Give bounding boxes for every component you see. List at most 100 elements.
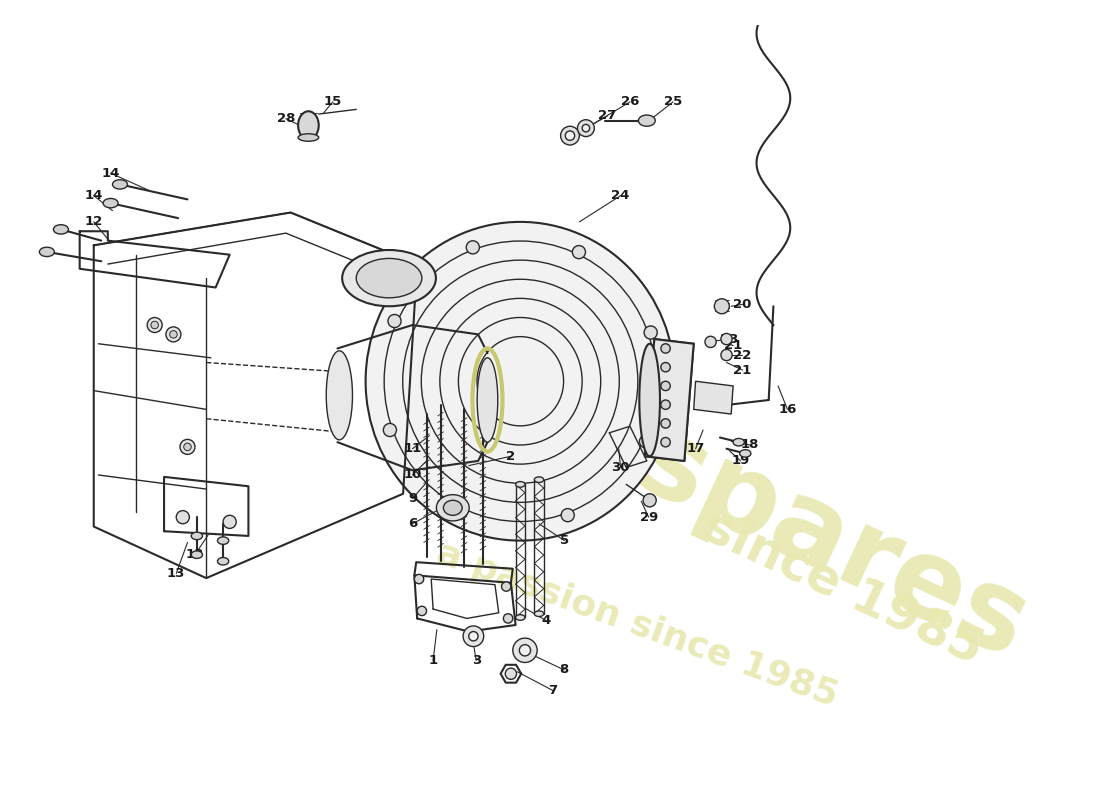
Circle shape [176,510,189,524]
Text: 13: 13 [167,567,186,580]
Circle shape [572,246,585,258]
Circle shape [151,322,158,329]
Circle shape [705,336,716,347]
Circle shape [180,439,195,454]
Text: 9: 9 [408,492,417,505]
Circle shape [463,626,484,646]
Ellipse shape [327,350,352,440]
Text: 17: 17 [686,442,705,455]
Circle shape [661,344,670,353]
Circle shape [720,350,733,361]
Ellipse shape [218,558,229,565]
Circle shape [469,631,478,641]
Text: 3: 3 [472,654,481,667]
Text: 1: 1 [429,654,438,667]
Circle shape [661,400,670,410]
Circle shape [415,574,424,584]
Ellipse shape [516,482,525,487]
Text: 6: 6 [408,518,417,530]
Ellipse shape [342,250,436,306]
Text: 15: 15 [323,95,342,108]
Ellipse shape [516,614,525,620]
Text: 18: 18 [740,438,759,451]
Ellipse shape [443,500,462,515]
Text: 5: 5 [560,534,569,547]
Ellipse shape [365,222,675,541]
Polygon shape [694,382,733,414]
Text: 24: 24 [612,189,630,202]
Circle shape [645,326,657,339]
Circle shape [661,382,670,390]
Ellipse shape [40,247,54,257]
Circle shape [147,318,162,333]
Circle shape [644,494,657,507]
Text: 25: 25 [664,95,682,108]
Circle shape [578,120,594,137]
Text: 14: 14 [85,189,103,202]
Circle shape [561,509,574,522]
Circle shape [720,334,733,345]
Text: 30: 30 [612,461,630,474]
Text: 10: 10 [404,469,421,482]
Ellipse shape [298,111,319,139]
Circle shape [504,614,513,623]
Ellipse shape [356,258,421,298]
Text: 27: 27 [598,110,617,122]
Ellipse shape [733,438,745,446]
Circle shape [502,582,510,591]
Ellipse shape [535,611,543,617]
Circle shape [388,314,401,327]
Text: 8: 8 [560,663,569,677]
Text: 28: 28 [277,112,295,126]
Circle shape [169,330,177,338]
Text: 12: 12 [85,215,103,228]
Circle shape [561,126,580,145]
Text: 14: 14 [101,166,120,180]
Text: 4: 4 [541,614,550,626]
Circle shape [661,438,670,447]
Text: 22: 22 [734,349,751,362]
Ellipse shape [103,198,118,208]
Circle shape [565,131,574,140]
Ellipse shape [639,344,660,456]
Ellipse shape [191,532,202,540]
Circle shape [466,241,480,254]
Circle shape [417,606,427,616]
Circle shape [383,423,396,437]
Circle shape [714,298,729,314]
Text: since 1985: since 1985 [696,502,991,674]
Text: 16: 16 [779,403,796,416]
Text: 21: 21 [724,339,743,352]
Circle shape [505,668,517,679]
Ellipse shape [112,180,128,189]
Text: 2: 2 [506,450,516,462]
Circle shape [166,327,180,342]
Ellipse shape [739,450,751,457]
Text: 23: 23 [720,333,738,346]
Ellipse shape [437,494,470,521]
Circle shape [184,443,191,450]
Ellipse shape [191,551,202,558]
Ellipse shape [54,225,68,234]
Circle shape [661,418,670,428]
Text: 11: 11 [404,442,421,455]
Circle shape [513,638,537,662]
Ellipse shape [218,537,229,544]
Text: a passion since 1985: a passion since 1985 [432,537,843,714]
Ellipse shape [638,115,656,126]
Ellipse shape [535,477,543,482]
Circle shape [519,645,530,656]
Polygon shape [645,339,694,461]
Text: 20: 20 [734,298,751,311]
Text: 7: 7 [549,684,558,697]
Circle shape [582,124,590,132]
Text: 29: 29 [639,510,658,524]
Circle shape [639,435,652,448]
Circle shape [661,362,670,372]
Text: 26: 26 [620,95,639,108]
Text: eurospares: eurospares [362,287,1044,682]
Text: 21: 21 [734,363,751,377]
Circle shape [455,504,469,517]
Ellipse shape [477,358,498,442]
Text: 19: 19 [732,454,750,467]
